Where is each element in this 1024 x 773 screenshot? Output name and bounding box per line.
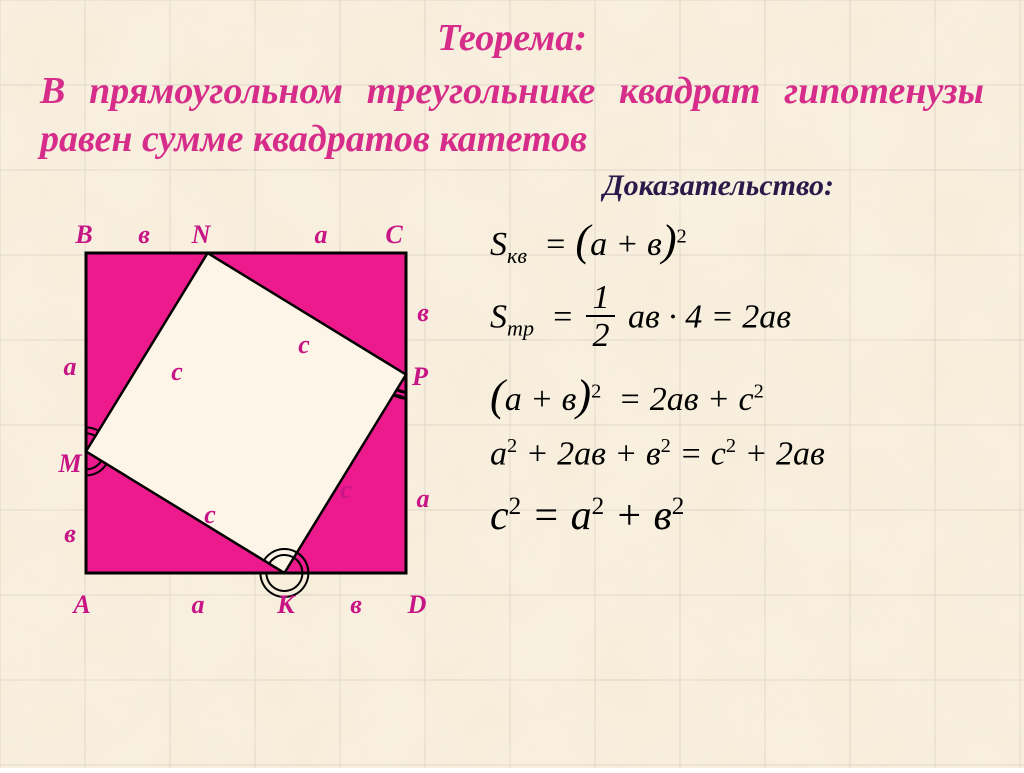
f5-a: а <box>571 493 592 539</box>
label-B: B <box>75 220 92 250</box>
f4-2av2: 2ав <box>776 436 825 473</box>
label-v-right: в <box>417 298 429 328</box>
formula-5: с2 = а2 + в2 <box>490 492 984 540</box>
f3-body: а + в <box>505 381 577 418</box>
theorem-title: Теорема: <box>40 16 984 60</box>
f1-S: S <box>490 226 507 263</box>
f2-den: 2 <box>586 317 615 354</box>
label-D: D <box>408 590 427 620</box>
label-a-right: а <box>417 484 430 514</box>
f2-num: 1 <box>586 281 615 317</box>
f1-open: ( <box>575 216 590 265</box>
f4-c: с <box>711 436 726 473</box>
f4-v: в <box>646 436 661 473</box>
label-C: C <box>385 220 402 250</box>
label-K: К <box>277 590 295 620</box>
label-c-1: с <box>298 330 310 360</box>
formula-2: Sтр = 12 ав · 4 = 2ав <box>490 283 984 356</box>
label-P: P <box>412 362 428 392</box>
f4-a: а <box>490 436 507 473</box>
label-a-top: а <box>315 220 328 250</box>
formula-1: Sкв = (а + в)2 <box>490 215 984 269</box>
label-c-4: с <box>204 500 216 530</box>
f2-mul: · 4 <box>668 298 702 335</box>
label-v-bot: в <box>350 590 362 620</box>
label-c-2: с <box>171 357 183 387</box>
label-A: A <box>73 590 90 620</box>
label-M: M <box>58 449 81 479</box>
f1-body: а + в <box>590 226 662 263</box>
label-N: N <box>192 220 211 250</box>
label-a-bot: а <box>192 590 205 620</box>
f3-rhs: 2ав + с <box>650 381 754 418</box>
proof-label: Доказательство: <box>40 169 984 203</box>
label-c-3: с <box>340 475 352 505</box>
label-v-top: в <box>138 220 150 250</box>
pythagoras-diagram: B N C P D К A M в а в а в а в а с с с с <box>30 209 450 639</box>
f3-exp: 2 <box>591 381 601 403</box>
formula-4: а2 + 2ав + в2 = с2 + 2ав <box>490 435 984 473</box>
f2-S: S <box>490 298 507 335</box>
label-v-left: в <box>64 519 76 549</box>
f5-c: с <box>490 493 509 539</box>
f2-sub: тр <box>507 315 534 340</box>
f2-av: ав <box>628 298 660 335</box>
f1-exp: 2 <box>677 226 687 248</box>
label-a-left: а <box>64 352 77 382</box>
f5-v: в <box>654 493 672 539</box>
f1-close: ) <box>662 216 677 265</box>
formula-3: (а + в)2 = 2ав + с2 <box>490 370 984 421</box>
f4-2av1: 2ав <box>557 436 606 473</box>
formulas: Sкв = (а + в)2 Sтр = 12 ав · 4 = 2ав (а … <box>490 209 984 639</box>
theorem-statement: В прямоугольном треугольнике квадрат гип… <box>40 68 984 163</box>
f1-sub: кв <box>507 243 527 268</box>
f2-rhs: 2ав <box>742 298 791 335</box>
